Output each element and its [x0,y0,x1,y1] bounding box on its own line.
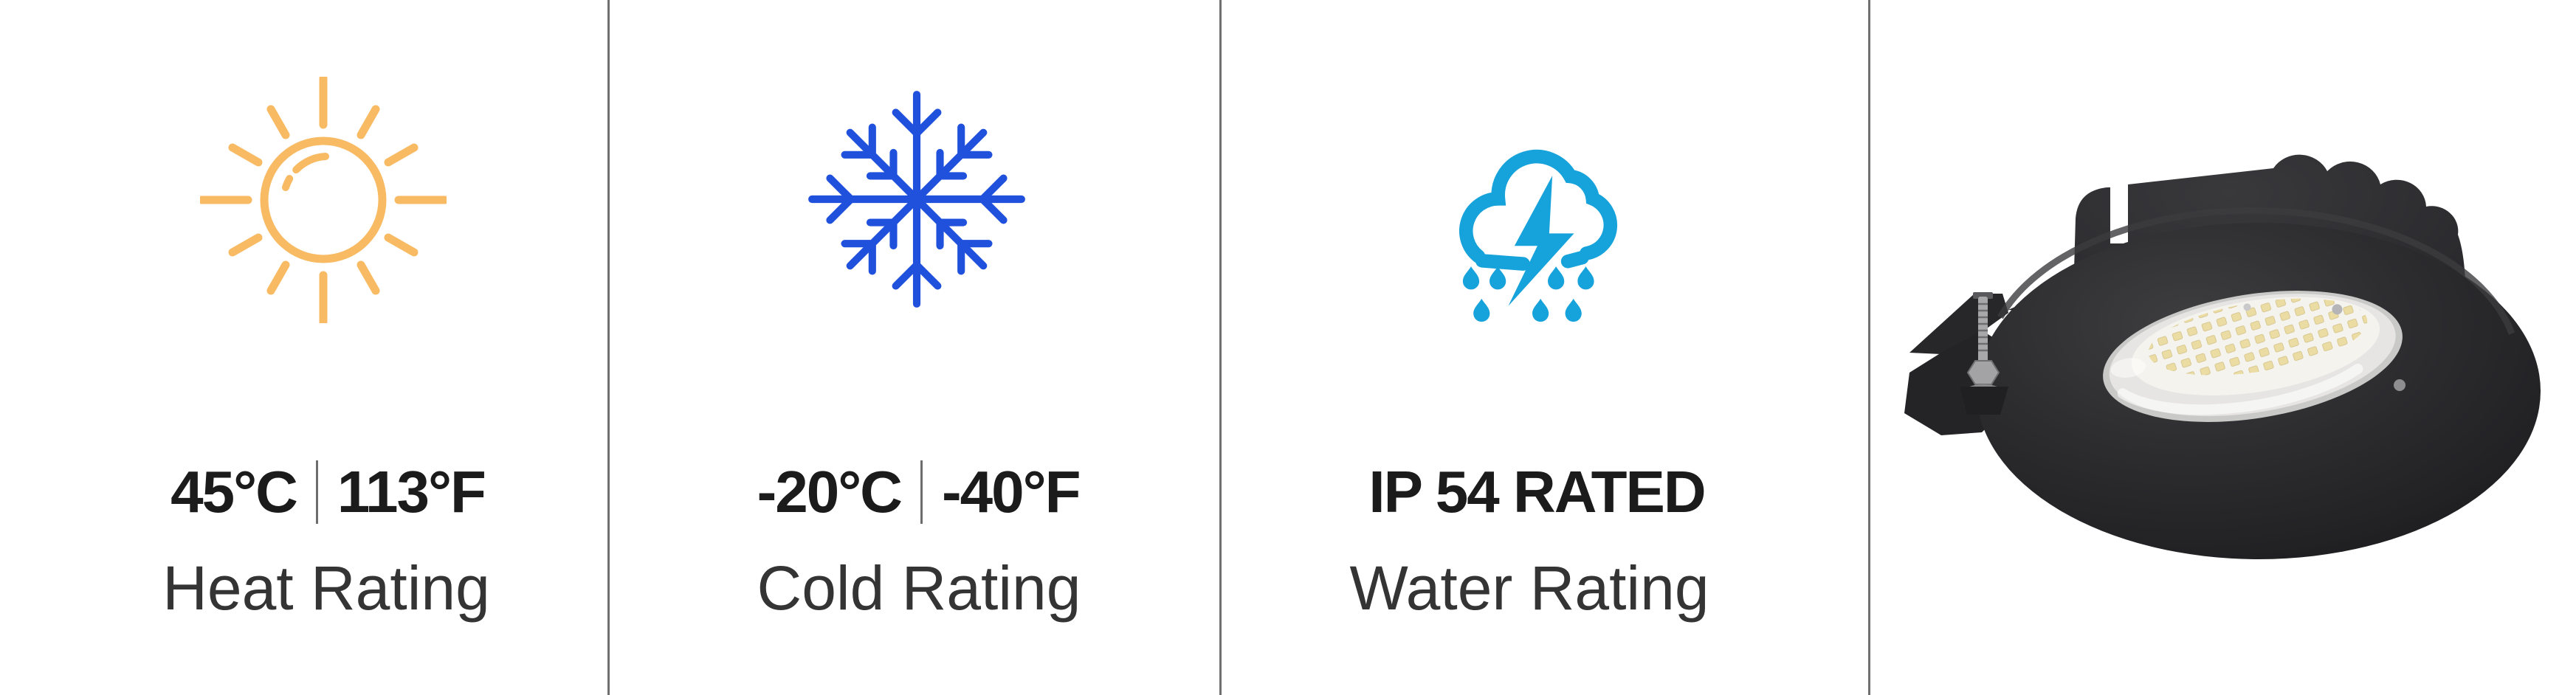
water-rating-label: Water Rating [1349,553,1709,623]
sun-icon [200,77,447,323]
storm-cloud-rain-lightning-icon [1430,111,1629,325]
column-divider [1219,0,1222,695]
snowflake-icon-svg [805,87,1029,311]
lens-assembly [2103,291,2403,422]
body-rim-highlight [1997,207,2515,335]
heat-rating-value: 45°C 113°F [24,449,632,536]
lens-screw [2243,303,2251,311]
heat-fahrenheit-value: 113°F [337,459,486,525]
led-area-light-illustration [1904,154,2541,559]
body-screw [2394,379,2405,391]
storm-cloud-icon-svg [1459,149,1618,322]
product-photo-led-area-light [1871,0,2576,695]
hex-nut [1966,360,2000,385]
heat-celsius-value: 45°C [171,459,298,525]
column-divider [1868,0,1870,695]
sun-icon-svg [200,77,447,323]
cold-rating-value: -20°C -40°F [613,449,1223,536]
snowflake-icon [805,87,1029,311]
cold-fahrenheit-value: -40°F [941,459,1081,525]
column-divider [607,0,610,695]
value-divider-bar [920,460,923,524]
lens-glare [2117,363,2363,415]
water-rating-value: IP 54 RATED [1213,449,1860,536]
heat-rating-label: Heat Rating [162,553,490,623]
value-divider-bar [315,460,318,524]
feature-water-rating: IP 54 RATED Water Rating [1222,0,1869,695]
bracket-hardware [1960,292,2008,415]
cold-celsius-value: -20°C [757,459,903,525]
feature-heat-rating: 45°C 113°F Heat Rating [0,0,608,695]
cold-rating-label: Cold Rating [757,553,1081,623]
ip-rating-value: IP 54 RATED [1368,459,1706,525]
led-array [2148,298,2368,376]
feature-cold-rating: -20°C -40°F Cold Rating [610,0,1220,695]
lens-screw [2332,304,2343,315]
